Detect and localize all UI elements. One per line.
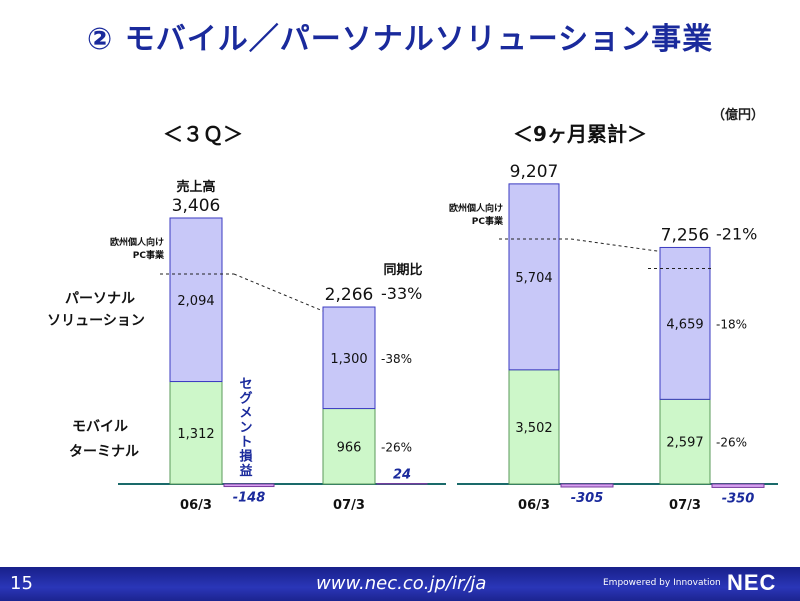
yoy-personal-9m: -18% [716, 317, 747, 331]
yoy-heading: 同期比 [383, 262, 422, 278]
footer-bar: 15 www.nec.co.jp/ir/ja Empowered by Inno… [0, 567, 800, 601]
label-mobile-9m-0: 3,502 [515, 421, 552, 436]
pc-note-line2-9m: PC事業 [472, 215, 504, 227]
series-label-personal-line1: パーソナル [65, 291, 135, 307]
pc-note-line1-3q: 欧州個人向け [110, 236, 164, 248]
yoy-personal-3q: -38% [381, 352, 412, 366]
segment-label-char-5: 損 [239, 449, 253, 465]
bar-profit-9m-0 [560, 483, 614, 488]
bar-personal-3q-1 [322, 306, 376, 410]
chart-canvas: ＜３Ｑ＞ 1,312 2,094 3,406 06/3 -148 966 1,300 2,266… [47, 122, 778, 513]
bar-personal-9m-0 [508, 183, 560, 371]
chart-title-9m: ＜9ヶ月累計＞ [513, 122, 647, 146]
segment-label-char-1: グ [239, 391, 252, 407]
label-personal-9m-0: 5,704 [515, 271, 552, 286]
panel-9m-bg [457, 150, 778, 480]
page-title: ② モバイル／パーソナルソリューション事業 [86, 22, 714, 57]
category-9m-0: 06/3 [518, 498, 550, 513]
label-mobile-9m-1: 2,597 [666, 436, 703, 451]
bar-mobile-9m-1 [659, 398, 711, 485]
tagline: Empowered by Innovation [603, 578, 721, 588]
pc-connector-9m [570, 238, 661, 252]
label-personal-9m-1: 4,659 [666, 317, 703, 332]
page-number: 15 [10, 573, 33, 594]
bar-profit-3q-0 [223, 483, 275, 488]
label-mobile-3q-1: 966 [337, 440, 362, 455]
label-profit-9m-0: -305 [571, 491, 604, 506]
label-total-3q-0: 3,406 [172, 196, 221, 216]
label-total-3q-1: 2,266 [325, 285, 374, 305]
label-personal-3q-0: 2,094 [177, 294, 214, 309]
category-9m-1: 07/3 [669, 498, 701, 513]
bar-profit-9m-1 [711, 483, 765, 488]
category-3q-1: 07/3 [333, 498, 365, 513]
segment-label-char-3: ン [239, 421, 252, 436]
bar-personal-3q-0 [169, 217, 223, 383]
panel-3q-bg [70, 150, 445, 480]
bar-personal-9m-1 [659, 246, 711, 400]
segment-label-char-4: ト [239, 435, 252, 450]
label-profit-3q-1: 24 [393, 468, 411, 483]
pc-connector-3q [233, 273, 324, 312]
pc-note-line2-3q: PC事業 [133, 249, 165, 261]
segment-label-char-2: メ [239, 406, 252, 421]
yoy-total-3q: -33% [381, 284, 422, 303]
label-profit-3q-0: -148 [233, 491, 266, 506]
category-3q-0: 06/3 [180, 498, 212, 513]
pc-note-line1-9m: 欧州個人向け [449, 202, 503, 214]
segment-label-char-6: 益 [239, 463, 252, 479]
series-label-mobile-line1: モバイル [72, 419, 128, 435]
label-personal-3q-1: 1,300 [330, 352, 367, 367]
yoy-total-9m: -21% [716, 224, 757, 243]
bar-mobile-3q-1 [322, 408, 376, 485]
series-label-personal-line2: ソリューション [47, 313, 145, 329]
yoy-mobile-3q: -26% [381, 440, 412, 454]
series-label-mobile-line2: ターミナル [69, 444, 139, 460]
label-profit-9m-1: -350 [722, 491, 755, 506]
bar-mobile-9m-0 [508, 369, 560, 485]
segment-label-char-0: セ [239, 377, 252, 392]
label-total-9m-0: 9,207 [510, 162, 559, 182]
label-mobile-3q-0: 1,312 [177, 427, 214, 442]
label-total-9m-1: 7,256 [661, 225, 710, 245]
footer-url-link[interactable]: www.nec.co.jp/ir/ja [316, 573, 487, 594]
yoy-mobile-9m: -26% [716, 436, 747, 450]
unit-label: （億円） [712, 108, 765, 123]
chart-title-3q: ＜３Ｑ＞ [163, 122, 243, 146]
nec-logo: NEC [727, 570, 777, 595]
sales-label: 売上高 [176, 179, 215, 195]
